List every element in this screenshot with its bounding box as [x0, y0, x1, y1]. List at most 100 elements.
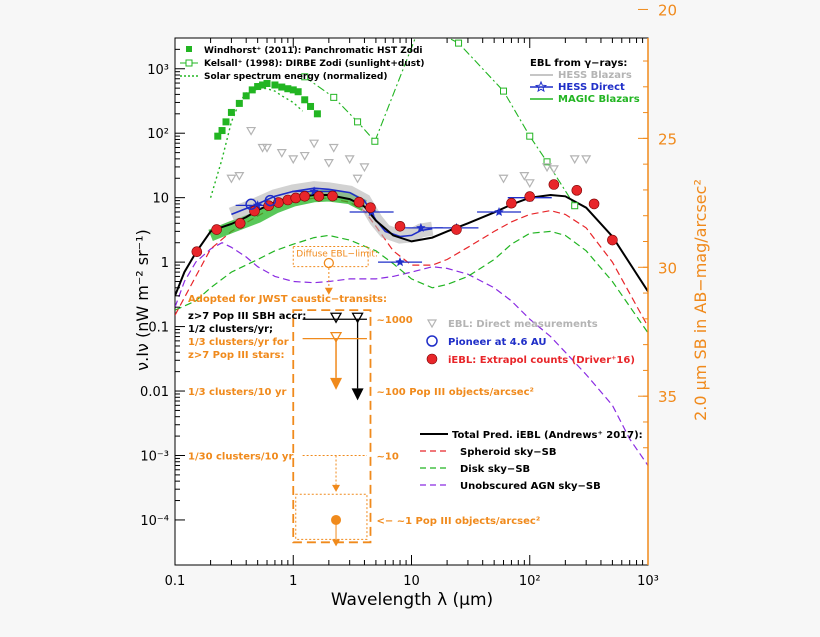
driver-point [451, 224, 462, 235]
direct-ebl-point [344, 155, 355, 165]
n100-label: ~100 Pop III objects/arcsec² [376, 387, 533, 398]
windhorst-point [235, 99, 243, 107]
windhorst-point [259, 81, 267, 89]
windhorst-point [263, 80, 271, 88]
legend-label-mid: EBL: Direct measurements [448, 319, 598, 330]
y-axis-label: ν.Iν (nW m⁻² sr⁻¹) [133, 229, 152, 371]
y-tick-label: 10² [147, 127, 169, 142]
n1000-label: ~1000 [376, 315, 412, 326]
driver-point [365, 202, 376, 213]
legend-label-mid: iEBL: Extrapol counts (Driver⁺16) [448, 355, 635, 366]
half-clusters-label: 1/2 clusters/yr; [188, 324, 273, 335]
hess-star-point [494, 207, 504, 216]
y-tick-label: 0.1 [148, 321, 169, 336]
windhorst-point [284, 85, 292, 93]
driver-point [506, 197, 517, 209]
driver-point [607, 234, 618, 246]
windhorst-point [218, 127, 226, 135]
driver-point [211, 224, 222, 235]
direct-ebl-point [519, 171, 530, 181]
y-tick-label: 1 [161, 256, 169, 271]
direct-ebl-point [276, 149, 287, 158]
windhorst-point [301, 96, 309, 104]
legend-label-top-left: Kelsall⁺ (1998): DIRBE Zodi (sunlight+du… [204, 59, 425, 69]
legend-label-gamma: MAGIC Blazars [558, 94, 640, 105]
direct-ebl-point [548, 165, 559, 175]
direct-ebl-point [226, 174, 237, 184]
x-tick-label: 1 [289, 574, 297, 589]
direct-ebl-point [359, 163, 370, 173]
dirbe-point [371, 137, 379, 145]
driver-point [327, 190, 338, 202]
dirbe-point [500, 87, 508, 95]
z7-sbh-label: z>7 Pop III SBH accr: [188, 311, 306, 322]
legend-label-top-left: Solar spectrum energy (normalized) [204, 72, 387, 82]
driver-point [571, 185, 583, 196]
dirbe-point [354, 118, 362, 126]
hess-star-point [252, 200, 263, 210]
pioneer-point [264, 194, 277, 207]
direct-ebl-point [323, 158, 334, 168]
sbh-triangle [329, 312, 343, 324]
windhorst-point [294, 88, 302, 96]
stars-arrowhead [330, 377, 343, 390]
pop3-arrowhead [332, 539, 341, 547]
driver-point [290, 192, 302, 204]
y2-tick-label: 30 [658, 259, 677, 277]
windhorst-point [214, 132, 222, 140]
y2-tick-label: 20 [658, 1, 677, 19]
direct-ebl-point [309, 139, 320, 149]
y2-tick-label: 25 [658, 130, 677, 148]
diffuse-limit-arrowhead [324, 287, 333, 295]
n10-label: ~10 [376, 451, 398, 462]
y2-axis-label: 2.0 μm SB in AB−mag/arcsec² [691, 179, 710, 421]
dirbe-point [571, 202, 579, 210]
direct-ebl-point [541, 163, 553, 173]
diffuse-limit-point [323, 257, 334, 269]
thirty-arrowhead [332, 484, 341, 492]
driver-point [191, 246, 203, 258]
windhorst-point [278, 83, 286, 91]
y-tick-label: 10³ [147, 63, 169, 78]
direct-ebl-point [299, 151, 310, 161]
n1-label: <− ~1 Pop III objects/arcsec² [376, 516, 540, 527]
thirtyyr-label: 1/30 clusters/10 yr [188, 451, 293, 462]
driver-point [394, 220, 406, 232]
dirbe-point [526, 132, 534, 140]
x-tick-label: 10³ [637, 574, 659, 589]
direct-ebl-point [246, 126, 257, 136]
legend-marker-pioneer [426, 335, 438, 347]
driver-point [353, 196, 365, 208]
legend-swatch-dirbe [185, 59, 193, 67]
plot-frame [174, 37, 649, 566]
windhorst-point [313, 110, 321, 118]
legend-star-hess [534, 80, 548, 93]
windhorst-point [307, 102, 315, 110]
windhorst-point [254, 83, 262, 91]
legend-label-model: Disk sky−SB [460, 464, 530, 475]
windhorst-point [289, 86, 297, 94]
y2-tick-label: 35 [658, 388, 677, 406]
dirbe-point [330, 93, 338, 101]
dirbe-zodi-curve [304, 38, 576, 206]
hess-direct-curve [231, 187, 433, 238]
dirbe-point [301, 73, 309, 81]
direct-ebl-point [352, 174, 363, 184]
x-tick-label: 10 [403, 574, 420, 589]
x-tick-label: 10² [519, 574, 541, 589]
direct-ebl-point [234, 171, 245, 181]
legend-title-gamma: EBL from γ−rays: [530, 58, 627, 69]
stars-triangle [329, 331, 343, 343]
direct-ebl-point [498, 174, 509, 184]
direct-ebl-point [328, 143, 339, 153]
legend-label-gamma: HESS Blazars [558, 70, 632, 81]
direct-ebl-point [581, 155, 592, 165]
driver-point [299, 191, 311, 202]
driver-point [313, 191, 325, 202]
windhorst-point [242, 92, 250, 100]
direct-ebl-point [569, 155, 580, 165]
windhorst-point [227, 108, 235, 116]
sbh-arrowhead [351, 388, 364, 401]
tenyr-label: 1/3 clusters/10 yr [188, 387, 286, 398]
y-tick-label: 0.01 [140, 385, 169, 400]
